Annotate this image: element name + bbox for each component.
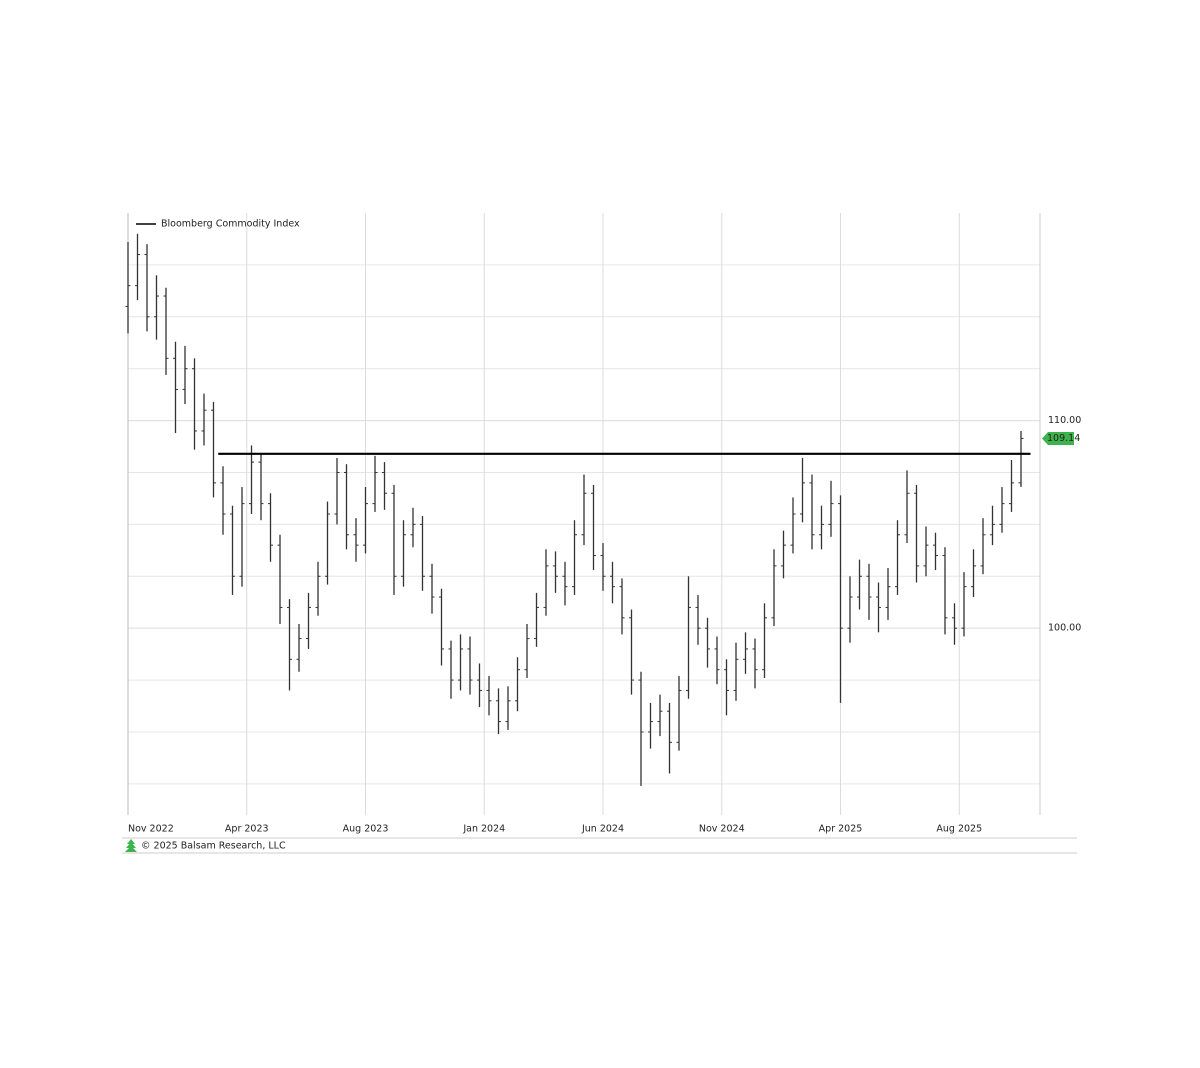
footer-text: © 2025 Balsam Research, LLC <box>141 841 286 852</box>
last-value-label: 109.14 <box>1047 433 1080 444</box>
x-tick-label: Jun 2024 <box>581 824 624 835</box>
x-tick-label: Nov 2022 <box>128 824 174 835</box>
x-tick-label: Aug 2025 <box>936 824 982 835</box>
x-tick-label: Apr 2023 <box>225 824 269 835</box>
y-tick-label: 100.00 <box>1048 623 1081 634</box>
last-value-tag <box>1042 431 1074 445</box>
logo <box>125 839 137 852</box>
y-tick-label: 110.00 <box>1048 415 1081 426</box>
x-tick-label: Jan 2024 <box>462 824 505 835</box>
x-tick-label: Apr 2025 <box>819 824 863 835</box>
legend-label: Bloomberg Commodity Index <box>161 219 300 230</box>
x-tick-label: Nov 2024 <box>699 824 745 835</box>
x-tick-label: Aug 2023 <box>343 824 389 835</box>
series <box>125 233 1024 786</box>
